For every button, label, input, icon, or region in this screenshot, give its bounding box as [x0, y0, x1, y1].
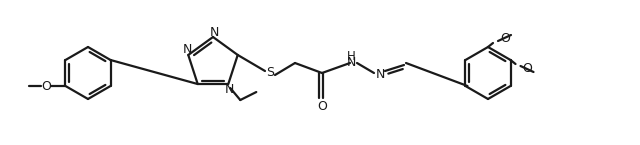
Text: N: N: [225, 83, 234, 96]
Text: O: O: [42, 79, 51, 93]
Text: N: N: [346, 57, 356, 69]
Text: O: O: [523, 62, 532, 76]
Text: N: N: [375, 68, 385, 80]
Text: N: N: [209, 26, 219, 39]
Text: O: O: [317, 100, 327, 114]
Text: N: N: [182, 44, 192, 56]
Text: H: H: [347, 49, 355, 62]
Text: O: O: [500, 31, 510, 45]
Text: S: S: [266, 67, 274, 79]
